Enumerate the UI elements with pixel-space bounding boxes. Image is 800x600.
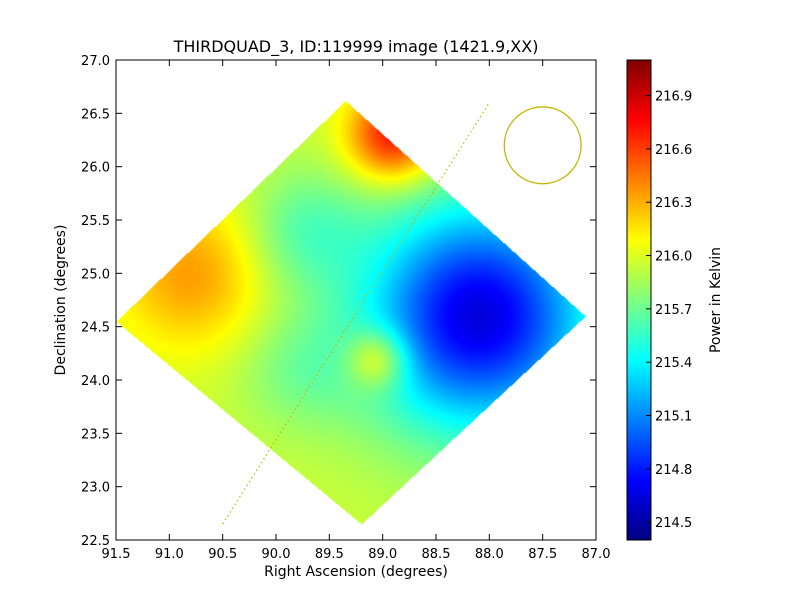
plot-frame (115, 59, 597, 541)
colorbar-tick-label: 214.8 (655, 463, 692, 478)
y-tick-label: 23.0 (81, 481, 110, 496)
y-tick-label: 25.0 (81, 267, 110, 282)
colorbar-label: Power in Kelvin (708, 247, 724, 353)
colorbar-tick-label: 216.3 (655, 196, 692, 211)
colorbar-tick-label: 216.9 (655, 90, 692, 105)
colorbar-tick-label: 216.0 (655, 250, 692, 265)
x-tick-label: 91.0 (155, 547, 184, 562)
colorbar-tick-label: 215.1 (655, 410, 692, 425)
y-tick-label: 22.5 (81, 534, 110, 549)
colorbar-tick-label: 216.6 (655, 143, 692, 158)
x-tick-label: 89.5 (315, 547, 344, 562)
y-tick-label: 26.0 (81, 161, 110, 176)
x-tick-label: 87.5 (528, 547, 557, 562)
y-tick-label: 24.0 (81, 374, 110, 389)
beam-circle (503, 106, 582, 185)
x-tick-label: 87.0 (582, 547, 611, 562)
y-tick-label: 26.5 (81, 107, 110, 122)
y-axis-label: Declination (degrees) (53, 225, 69, 376)
colorbar-tick-label: 215.7 (655, 303, 692, 318)
y-tick-label: 25.5 (81, 214, 110, 229)
x-tick-label: 89.0 (368, 547, 397, 562)
y-tick-label: 27.0 (81, 54, 110, 69)
x-tick-label: 91.5 (102, 547, 131, 562)
chart-title: THIRDQUAD_3, ID:119999 image (1421.9,XX) (173, 37, 539, 57)
y-axis-ticks: 22.5 23.0 23.5 24.0 24.5 25.0 25.5 26.0 26.5 27.0 (81, 54, 596, 549)
y-tick-label: 24.5 (81, 321, 110, 336)
x-tick-label: 88.0 (475, 547, 504, 562)
x-tick-label: 90.5 (208, 547, 237, 562)
y-tick-label: 23.5 (81, 427, 110, 442)
colorbar-ticks: 214.5 214.8 215.1 215.4 215.7 216.0 216.3 216.6… (646, 90, 692, 531)
x-axis-label: Right Ascension (degrees) (264, 564, 448, 580)
colorbar (626, 59, 652, 541)
x-axis-ticks: 91.5 91.0 90.5 90.0 89.5 89.0 88.5 88.0 87.5 87.0 (102, 60, 611, 562)
x-tick-label: 88.5 (422, 547, 451, 562)
x-tick-label: 90.0 (262, 547, 291, 562)
colorbar-tick-label: 214.5 (655, 516, 692, 531)
colorbar-tick-label: 215.4 (655, 356, 692, 371)
heatmap-image (116, 60, 596, 540)
